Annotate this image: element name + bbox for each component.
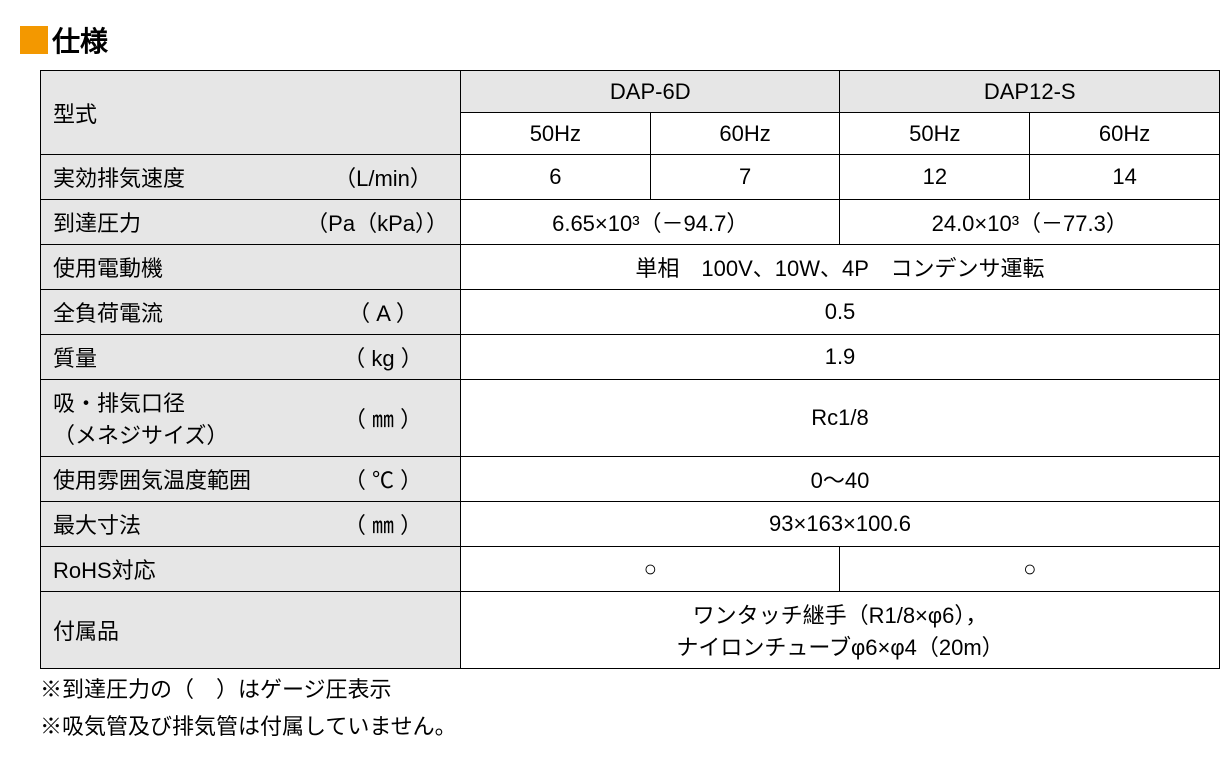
- acc-line1: ワンタッチ継手（R1/8×φ6），: [693, 603, 988, 628]
- data-cell: Rc1/8: [461, 380, 1220, 457]
- data-cell: ○: [840, 547, 1220, 592]
- spec-table: 型式 DAP-6D DAP12-S 50Hz 60Hz 50Hz 60Hz 実効…: [40, 70, 1220, 669]
- label-text: 最大寸法: [53, 508, 141, 540]
- data-cell: 7: [650, 155, 840, 200]
- section-heading: 仕様: [20, 20, 1204, 60]
- model-header-1: DAP-6D: [461, 71, 840, 113]
- label-temp: 使用雰囲気温度範囲 （ ℃ ）: [41, 457, 461, 502]
- hz-3: 50Hz: [840, 113, 1030, 155]
- label-dimensions: 最大寸法 （ ㎜ ）: [41, 502, 461, 547]
- data-cell: 0～40: [461, 457, 1220, 502]
- unit-text: （ ㎜ ）: [318, 402, 448, 434]
- hz-4: 60Hz: [1030, 113, 1220, 155]
- unit-text: （Pa（kPa））: [306, 206, 448, 238]
- label-exhaust-speed: 実効排気速度 （L/min）: [41, 155, 461, 200]
- table-row: 吸・排気口径 （メネジサイズ） （ ㎜ ） Rc1/8: [41, 380, 1220, 457]
- table-row: 質量 （ kg ） 1.9: [41, 335, 1220, 380]
- unit-text: （ ℃ ）: [318, 463, 448, 495]
- label-text: 実効排気速度: [53, 161, 185, 193]
- unit-text: （ A ）: [318, 296, 448, 328]
- label-port: 吸・排気口径 （メネジサイズ） （ ㎜ ）: [41, 380, 461, 457]
- data-cell: 93×163×100.6: [461, 502, 1220, 547]
- table-row-header1: 型式 DAP-6D DAP12-S: [41, 71, 1220, 113]
- label-current: 全負荷電流 （ A ）: [41, 290, 461, 335]
- label-line1: 吸・排気口径: [53, 391, 185, 416]
- table-row: 到達圧力 （Pa（kPa）） 6.65×10³（－94.7） 24.0×10³（…: [41, 200, 1220, 245]
- hz-2: 60Hz: [650, 113, 840, 155]
- label-pressure: 到達圧力 （Pa（kPa））: [41, 200, 461, 245]
- table-row: 全負荷電流 （ A ） 0.5: [41, 290, 1220, 335]
- data-cell: 1.9: [461, 335, 1220, 380]
- table-row: 実効排気速度 （L/min） 6 7 12 14: [41, 155, 1220, 200]
- unit-text: （ kg ）: [318, 341, 448, 373]
- label-text: 付属品: [53, 614, 119, 646]
- heading-text: 仕様: [52, 20, 108, 60]
- heading-marker: [20, 26, 48, 54]
- table-row: 付属品 ワンタッチ継手（R1/8×φ6）， ナイロンチューブφ6×φ4（20m）: [41, 592, 1220, 669]
- table-row: 使用雰囲気温度範囲 （ ℃ ） 0～40: [41, 457, 1220, 502]
- label-rohs: RoHS対応: [41, 547, 461, 592]
- acc-line2: ナイロンチューブφ6×φ4（20m）: [676, 635, 1003, 660]
- table-row: RoHS対応 ○ ○: [41, 547, 1220, 592]
- data-cell: 6: [461, 155, 651, 200]
- label-text: RoHS対応: [53, 553, 156, 585]
- data-cell: 6.65×10³（－94.7）: [461, 200, 840, 245]
- label-text: 質量: [53, 341, 97, 373]
- model-label-cell: 型式: [41, 71, 461, 155]
- note-2: ※吸気管及び排気管は付属していません。: [40, 710, 1204, 743]
- label-text: 到達圧力: [53, 206, 141, 238]
- data-cell: 14: [1030, 155, 1220, 200]
- data-cell: 24.0×10³（－77.3）: [840, 200, 1220, 245]
- label-mass: 質量 （ kg ）: [41, 335, 461, 380]
- unit-text: （ ㎜ ）: [318, 508, 448, 540]
- label-text: 吸・排気口径 （メネジサイズ）: [53, 386, 228, 450]
- data-cell: 0.5: [461, 290, 1220, 335]
- hz-1: 50Hz: [461, 113, 651, 155]
- model-header-2: DAP12-S: [840, 71, 1220, 113]
- label-text: 使用電動機: [53, 251, 163, 283]
- label-motor: 使用電動機: [41, 245, 461, 290]
- data-cell: ワンタッチ継手（R1/8×φ6）， ナイロンチューブφ6×φ4（20m）: [461, 592, 1220, 669]
- data-cell: 12: [840, 155, 1030, 200]
- label-line2: （メネジサイズ）: [53, 423, 228, 448]
- label-accessories: 付属品: [41, 592, 461, 669]
- table-row: 最大寸法 （ ㎜ ） 93×163×100.6: [41, 502, 1220, 547]
- table-row: 使用電動機 単相 100V、10W、4P コンデンサ運転: [41, 245, 1220, 290]
- data-cell: 単相 100V、10W、4P コンデンサ運転: [461, 245, 1220, 290]
- data-cell: ○: [461, 547, 840, 592]
- label-text: 使用雰囲気温度範囲: [53, 463, 251, 495]
- note-1: ※到達圧力の（ ）はゲージ圧表示: [40, 673, 1204, 706]
- label-text: 全負荷電流: [53, 296, 163, 328]
- unit-text: （L/min）: [318, 161, 448, 193]
